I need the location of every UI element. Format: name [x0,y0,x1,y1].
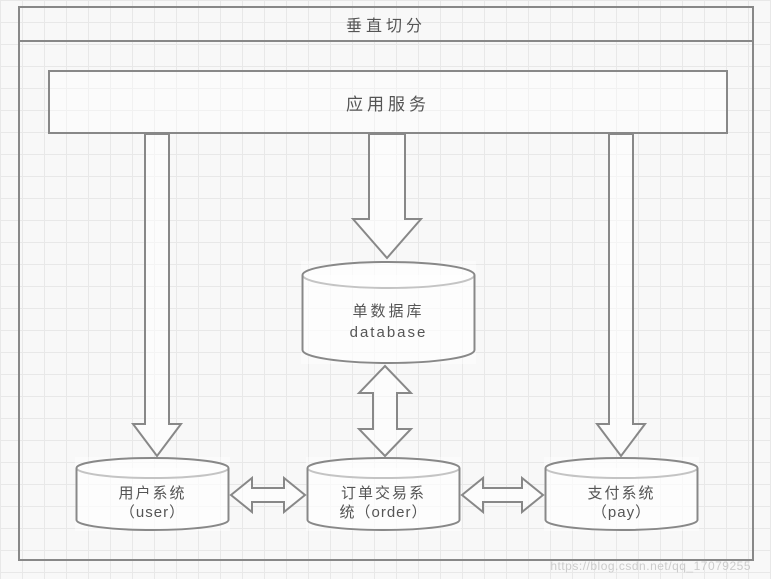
arrow-user-order [230,476,306,514]
app-service-box: 应用服务 [48,70,728,134]
diagram-title: 垂直切分 [20,8,752,42]
arrow-order-pay [461,476,544,514]
pay-system-cylinder: 支付系统 （pay） [544,457,699,531]
database-cylinder: 单数据库 database [301,261,476,364]
app-service-label: 应用服务 [346,90,430,115]
arrow-app-to-pay [596,134,646,457]
order-label-1: 订单交易系 [341,484,426,502]
user-system-cylinder: 用户系统 （user） [75,457,230,531]
watermark-text: https://blog.csdn.net/qq_17079255 [550,559,751,573]
order-label-2: 统（order） [339,504,427,521]
diagram-body: 应用服务 单数据库 database 用户系统 （user） 订单交易系 统（o… [20,42,752,559]
user-label-1: 用户系统 [118,485,186,502]
arrow-database-order [357,365,413,457]
database-label-1: 单数据库 [352,303,424,320]
arrow-app-to-user [132,134,182,457]
order-system-cylinder: 订单交易系 统（order） [306,457,461,531]
pay-label-1: 支付系统 [587,485,655,502]
database-label-2: database [350,324,428,341]
diagram-frame: 垂直切分 应用服务 单数据库 database 用户系统 （user） 订单交易… [18,6,754,561]
arrow-app-to-database [352,134,422,260]
pay-label-2: （pay） [592,504,651,521]
user-label-2: （user） [120,504,185,521]
